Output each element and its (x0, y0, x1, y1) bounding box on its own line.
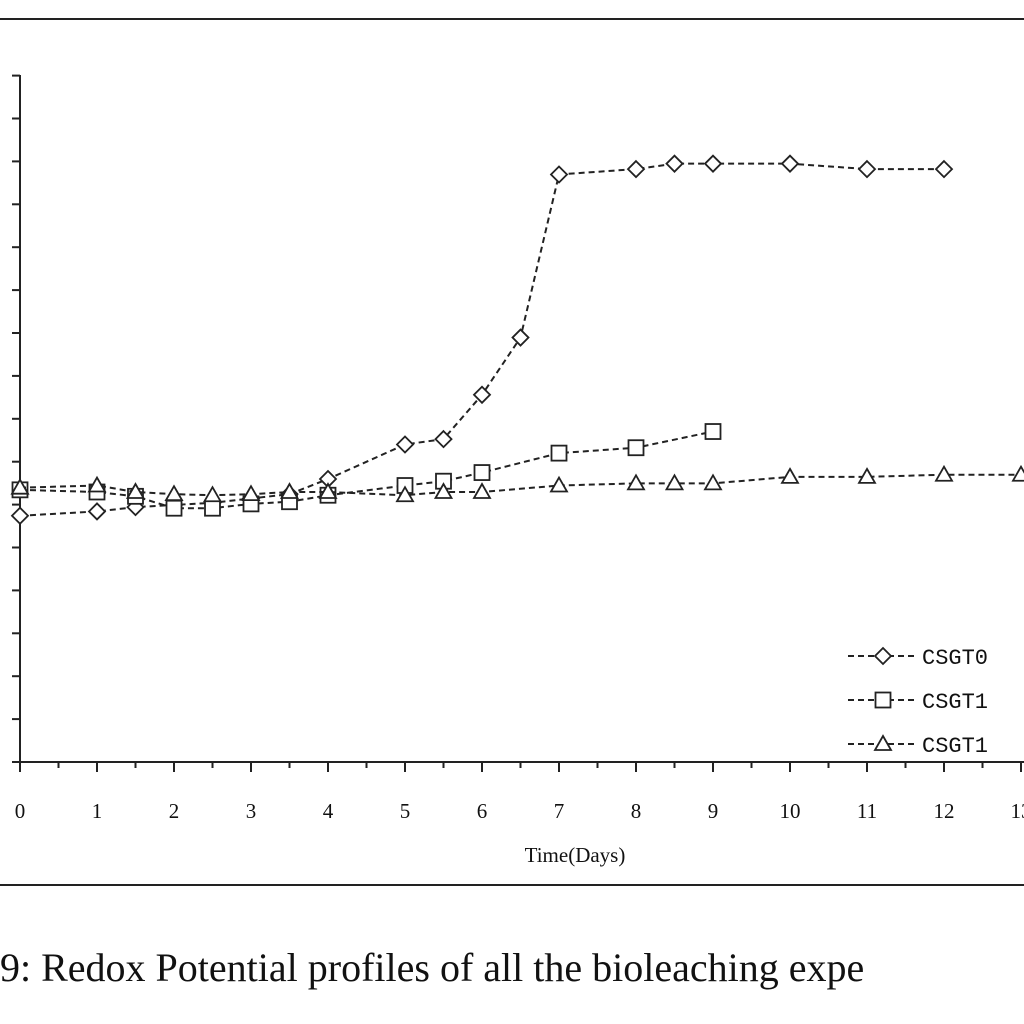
square-marker (627, 439, 645, 457)
diamond-marker (703, 154, 723, 173)
triangle-marker (125, 482, 146, 499)
triangle-marker (202, 485, 223, 503)
legend-entry: CSGT0 (848, 646, 988, 671)
x-tick-label: 3 (246, 799, 257, 823)
triangle-marker (10, 477, 30, 495)
legend-entry: CSGT1 (848, 690, 988, 715)
x-axis-title: Time(Days) (525, 843, 626, 867)
square-marker (874, 691, 892, 709)
bottom-border-line (0, 884, 1024, 886)
triangle-marker (164, 484, 184, 502)
x-tick-label: 7 (554, 799, 565, 823)
triangle-marker (279, 482, 300, 499)
diamond-marker (472, 385, 492, 405)
diamond-marker (511, 328, 530, 347)
x-tick-label: 12 (934, 799, 955, 823)
x-tick-label: 10 (780, 799, 801, 823)
triangle-marker (472, 482, 492, 499)
x-tick-label: 5 (400, 799, 411, 823)
diamond-marker (549, 165, 569, 184)
legend: CSGT0 CSGT1 CSGT1 (848, 646, 988, 759)
triangle-marker (395, 485, 415, 503)
x-tick-label: 8 (631, 799, 642, 823)
redox-potential-chart: 012345678910111213 Time(Days) CSGT0CSGT1… (10, 74, 1024, 867)
diamond-marker (87, 502, 107, 521)
x-tick-label: 9 (708, 799, 719, 823)
square-marker (704, 423, 722, 440)
triangle-marker (549, 475, 569, 493)
diamond-marker (857, 159, 877, 179)
x-axis-ticks (19, 762, 1022, 772)
series-triangle (10, 464, 1024, 503)
figure-caption: 9: Redox Potential profiles of all the b… (0, 945, 865, 990)
series-line (19, 430, 714, 510)
triangle-marker (664, 473, 685, 491)
x-tick-label: 1 (92, 799, 103, 823)
triangle-marker (873, 734, 893, 751)
x-tick-label: 11 (857, 799, 877, 823)
diamond-marker (873, 646, 893, 666)
series-line (19, 162, 944, 517)
series-square (11, 423, 722, 517)
x-tick-label: 0 (15, 799, 26, 823)
square-marker (550, 444, 568, 462)
diamond-marker (434, 429, 453, 449)
series-layer (10, 154, 1024, 526)
top-border-line (0, 18, 1024, 20)
triangle-marker (433, 482, 454, 499)
legend-entry: CSGT1 (848, 734, 988, 759)
square-marker (473, 464, 491, 481)
x-tick-label: 2 (169, 799, 180, 823)
x-tick-label: 4 (323, 799, 334, 823)
legend-label: CSGT1 (922, 734, 988, 759)
chart-axes (19, 75, 1024, 763)
triangle-marker (934, 464, 954, 482)
triangle-marker (241, 484, 261, 502)
triangle-marker (318, 482, 338, 499)
diamond-marker (780, 154, 800, 173)
triangle-marker (780, 467, 800, 484)
triangle-marker (1011, 464, 1024, 482)
y-axis-ticks (12, 74, 20, 763)
diamond-marker (395, 435, 415, 454)
square-marker (165, 499, 183, 517)
diamond-marker (934, 159, 954, 179)
diamond-marker (626, 159, 646, 179)
triangle-marker (626, 473, 646, 491)
square-marker (204, 499, 221, 517)
x-axis-tick-labels: 012345678910111213 (15, 799, 1024, 823)
legend-label: CSGT0 (922, 646, 988, 671)
diamond-marker (10, 506, 30, 526)
x-tick-label: 6 (477, 799, 488, 823)
triangle-marker (857, 467, 877, 484)
x-tick-label: 13 (1011, 799, 1024, 823)
triangle-marker (87, 475, 107, 493)
diamond-marker (665, 154, 684, 173)
triangle-marker (703, 473, 723, 491)
legend-label: CSGT1 (922, 690, 988, 715)
